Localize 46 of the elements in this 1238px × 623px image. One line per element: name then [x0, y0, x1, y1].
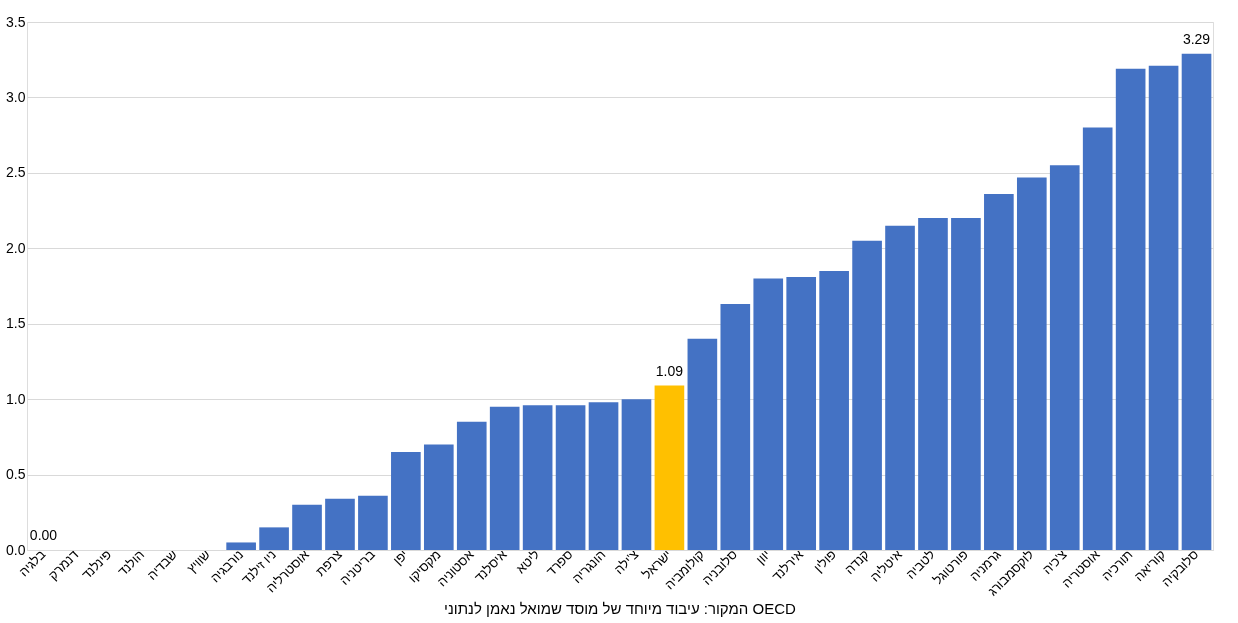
bar — [522, 405, 553, 550]
data-label: 3.29 — [1182, 30, 1211, 47]
x-tick-label: צ'ילה — [611, 546, 642, 578]
bar — [654, 385, 685, 550]
data-label: 1.09 — [655, 362, 684, 379]
bar — [588, 402, 619, 550]
bar — [1082, 127, 1113, 550]
y-tick-label: 3.0 — [6, 88, 26, 105]
y-tick-label: 3.5 — [6, 13, 26, 30]
x-tick-label: פולין — [810, 546, 840, 576]
bar — [489, 406, 520, 550]
bar — [885, 225, 915, 550]
y-tick-label: 1.0 — [6, 390, 26, 407]
bar — [292, 504, 322, 550]
bar — [621, 399, 652, 550]
bar — [1016, 177, 1047, 550]
x-tick-label: ליטא — [512, 546, 543, 577]
bar — [1148, 65, 1179, 550]
bar — [720, 304, 751, 550]
x-tick-label: איטליה — [867, 546, 905, 585]
data-label: 0.00 — [29, 527, 58, 543]
bar — [786, 276, 817, 550]
y-tick-label: 2.0 — [6, 239, 26, 256]
bar — [423, 444, 454, 550]
bar — [391, 451, 421, 550]
bar — [555, 405, 586, 550]
bar — [456, 421, 487, 550]
bar — [852, 240, 882, 550]
bar — [918, 218, 948, 550]
bar — [226, 542, 256, 550]
y-tick-label: 0.5 — [6, 466, 26, 483]
y-tick-label: 2.5 — [6, 164, 26, 181]
bar — [1115, 68, 1146, 550]
bar — [984, 193, 1014, 550]
bar — [753, 278, 784, 550]
bar — [1049, 165, 1080, 550]
bar — [819, 270, 849, 550]
bar — [259, 527, 289, 550]
x-tick-label: יפן — [390, 546, 411, 568]
text: המקור: עיבוד מיוחד של מוסד שמואל נאמן לנתוני OECD — [444, 600, 797, 618]
bar — [687, 338, 718, 550]
bar — [325, 498, 355, 550]
bar — [951, 218, 981, 550]
y-tick-label: 1.5 — [6, 315, 26, 332]
bar — [358, 495, 388, 550]
bar — [1181, 53, 1212, 550]
